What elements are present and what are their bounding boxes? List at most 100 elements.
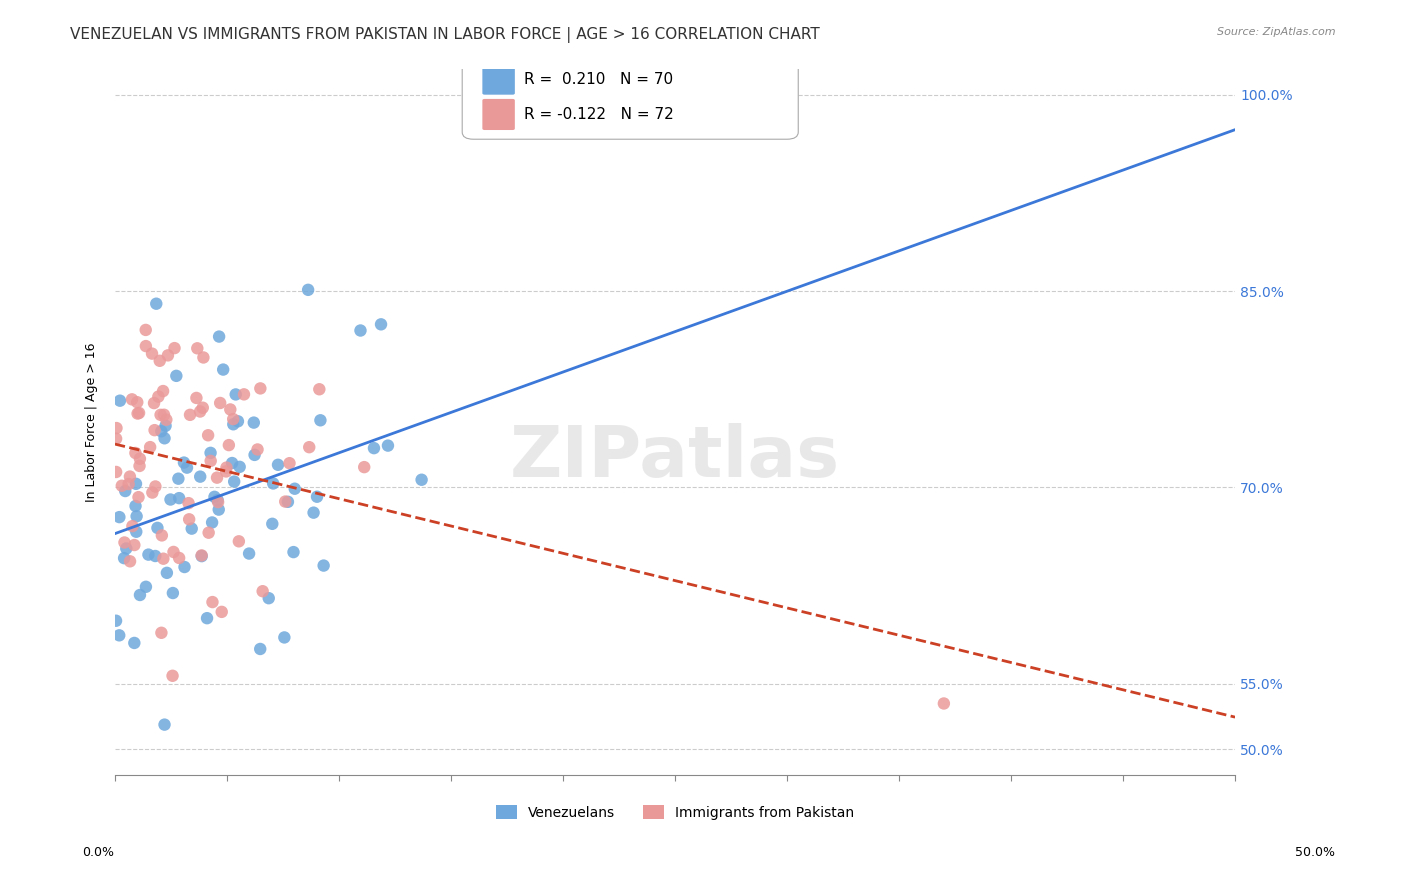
Point	[159, 492, 181, 507]
Point	[197, 428, 219, 442]
Point	[149, 353, 172, 368]
Point	[139, 440, 162, 454]
Point	[167, 472, 190, 486]
Point	[201, 595, 224, 609]
Point	[193, 351, 215, 365]
Point	[195, 611, 218, 625]
Point	[932, 697, 955, 711]
Text: ZIPatlas: ZIPatlas	[510, 423, 841, 491]
Point	[143, 423, 166, 437]
Point	[205, 470, 228, 484]
Point	[118, 469, 141, 483]
Point	[218, 438, 240, 452]
Point	[262, 516, 284, 531]
Point	[226, 414, 249, 428]
Point	[179, 408, 201, 422]
Point	[153, 431, 176, 445]
Point	[163, 341, 186, 355]
Point	[297, 283, 319, 297]
Point	[308, 382, 330, 396]
Point	[262, 476, 284, 491]
Point	[105, 421, 128, 435]
Text: VENEZUELAN VS IMMIGRANTS FROM PAKISTAN IN LABOR FORCE | AGE > 16 CORRELATION CHA: VENEZUELAN VS IMMIGRANTS FROM PAKISTAN I…	[70, 27, 820, 43]
Point	[209, 396, 232, 410]
Point	[176, 460, 198, 475]
Point	[124, 446, 146, 460]
FancyBboxPatch shape	[463, 54, 799, 139]
Point	[246, 442, 269, 457]
Point	[153, 717, 176, 731]
Point	[173, 456, 195, 470]
Text: R =  0.210   N = 70: R = 0.210 N = 70	[524, 71, 673, 87]
Point	[277, 495, 299, 509]
Point	[129, 451, 152, 466]
Point	[222, 417, 245, 432]
Point	[149, 408, 172, 422]
Point	[249, 642, 271, 657]
Point	[312, 558, 335, 573]
Point	[124, 499, 146, 513]
Point	[162, 669, 184, 683]
Point	[224, 475, 246, 489]
Point	[146, 521, 169, 535]
Point	[165, 368, 187, 383]
Point	[208, 329, 231, 343]
Point	[125, 509, 148, 524]
Point	[121, 392, 143, 407]
Point	[219, 402, 242, 417]
Point	[197, 525, 219, 540]
Point	[143, 549, 166, 563]
Point	[204, 490, 226, 504]
Point	[363, 441, 385, 455]
Point	[190, 549, 212, 563]
Point	[156, 566, 179, 580]
Point	[141, 485, 163, 500]
FancyBboxPatch shape	[482, 99, 515, 130]
Point	[124, 538, 146, 552]
Point	[179, 512, 201, 526]
Point	[124, 636, 146, 650]
FancyBboxPatch shape	[482, 63, 515, 95]
Point	[152, 551, 174, 566]
Point	[129, 588, 152, 602]
Point	[200, 454, 222, 468]
Point	[191, 401, 214, 415]
Point	[150, 424, 173, 438]
Point	[238, 547, 260, 561]
Point	[274, 494, 297, 508]
Point	[152, 384, 174, 398]
Point	[249, 381, 271, 395]
Point	[177, 496, 200, 510]
Point	[273, 631, 295, 645]
Point	[108, 510, 131, 524]
Point	[173, 560, 195, 574]
Point	[252, 584, 274, 599]
Point	[115, 541, 138, 556]
Point	[278, 456, 301, 470]
Point	[233, 387, 256, 401]
Point	[243, 416, 266, 430]
Point	[155, 413, 177, 427]
Point	[156, 348, 179, 362]
Point	[105, 465, 128, 479]
Point	[349, 324, 371, 338]
Point	[128, 458, 150, 473]
Point	[283, 545, 305, 559]
Point	[208, 502, 231, 516]
Point	[125, 476, 148, 491]
Point	[284, 482, 307, 496]
Point	[143, 396, 166, 410]
Point	[162, 545, 184, 559]
Point	[135, 580, 157, 594]
Point	[180, 522, 202, 536]
Point	[228, 459, 250, 474]
Point	[186, 341, 208, 355]
Point	[118, 477, 141, 491]
Text: Source: ZipAtlas.com: Source: ZipAtlas.com	[1218, 27, 1336, 37]
Point	[186, 391, 208, 405]
Point	[222, 412, 245, 426]
Point	[162, 586, 184, 600]
Text: 0.0%: 0.0%	[83, 847, 114, 859]
Point	[155, 418, 177, 433]
Point	[377, 439, 399, 453]
